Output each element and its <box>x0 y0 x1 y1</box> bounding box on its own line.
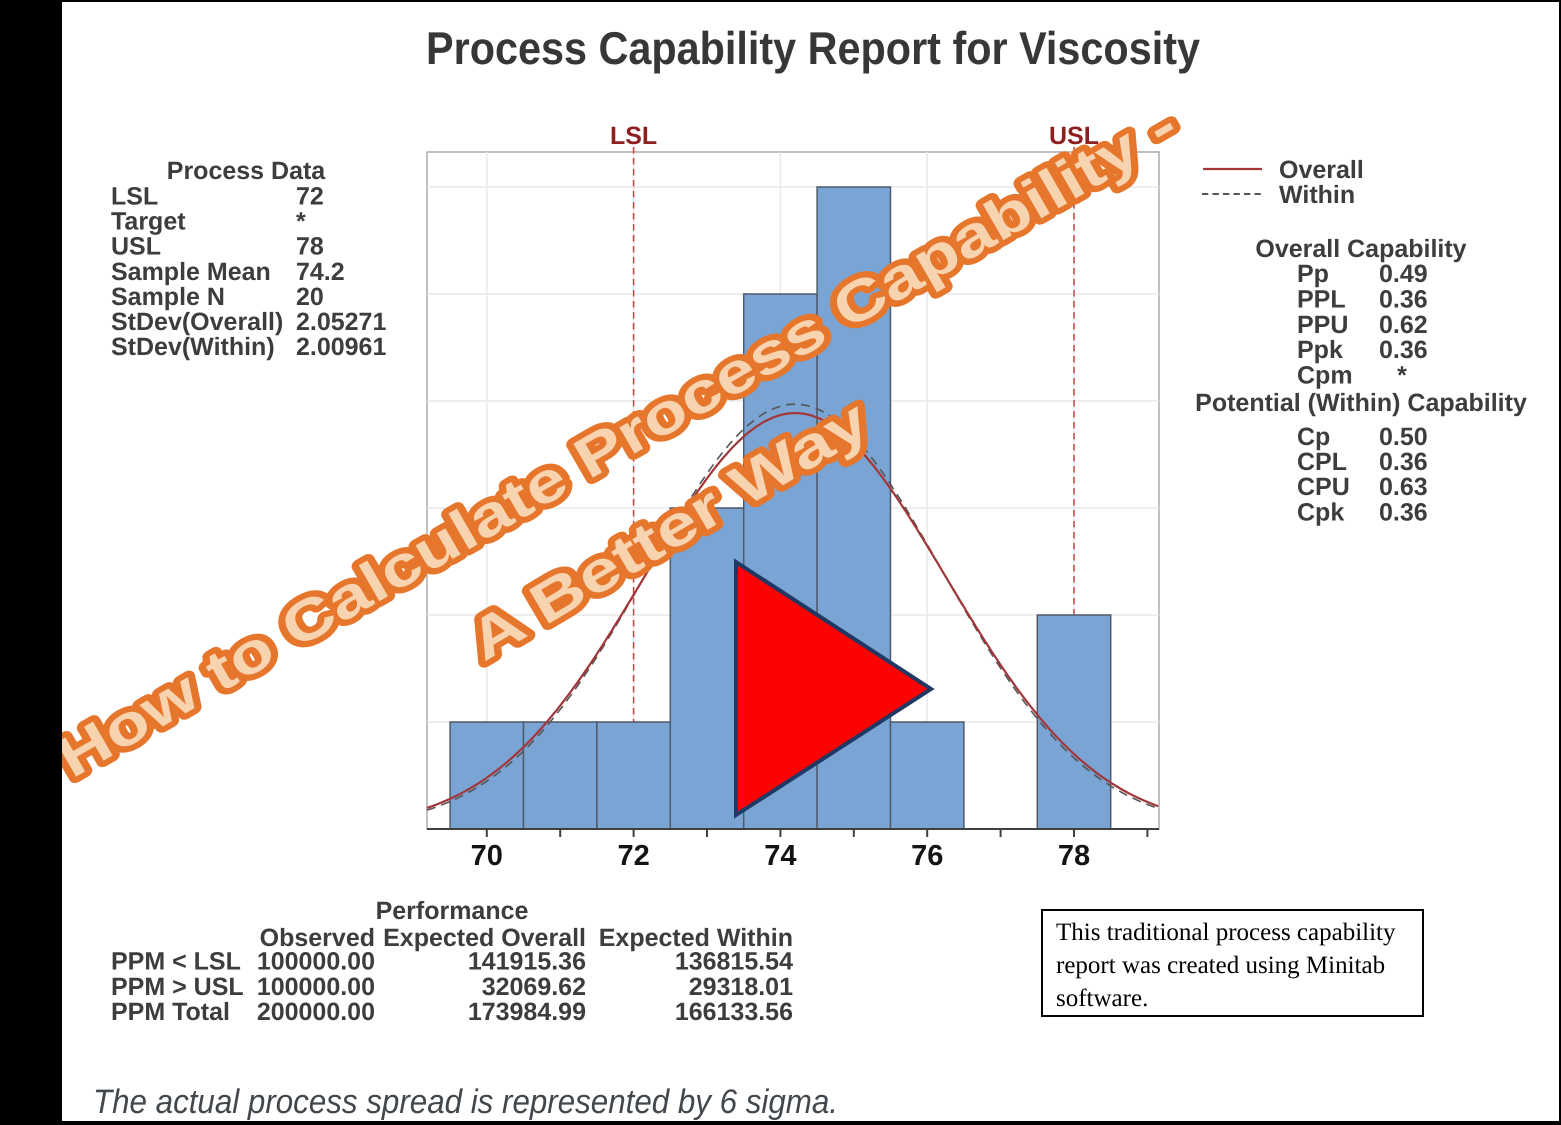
svg-text:72: 72 <box>617 840 649 872</box>
svg-text:CPL: CPL <box>1297 448 1347 476</box>
svg-text:74: 74 <box>764 840 796 872</box>
svg-text:StDev(Overall): StDev(Overall) <box>111 308 283 336</box>
svg-text:USL: USL <box>111 233 161 261</box>
svg-text:Expected Within: Expected Within <box>599 924 793 952</box>
svg-text:Within: Within <box>1279 181 1355 209</box>
svg-text:0.36: 0.36 <box>1379 448 1428 476</box>
svg-text:173984.99: 173984.99 <box>468 998 586 1026</box>
svg-text:76: 76 <box>911 840 943 872</box>
svg-text:136815.54: 136815.54 <box>675 948 793 976</box>
svg-text:Cp: Cp <box>1297 423 1330 451</box>
svg-text:Sample N: Sample N <box>111 283 225 311</box>
svg-text:Sample Mean: Sample Mean <box>111 258 271 286</box>
svg-text:Ppk: Ppk <box>1297 336 1343 364</box>
svg-text:PPU: PPU <box>1297 311 1348 339</box>
svg-text:78: 78 <box>296 233 324 261</box>
svg-text:Cpm: Cpm <box>1297 362 1353 390</box>
svg-text:CPU: CPU <box>1297 473 1350 501</box>
svg-text:78: 78 <box>1058 840 1090 872</box>
svg-text:20: 20 <box>296 283 324 311</box>
svg-text:LSL: LSL <box>111 183 158 211</box>
svg-text:Overall: Overall <box>1279 156 1364 184</box>
svg-text:0.63: 0.63 <box>1379 473 1428 501</box>
svg-text:0.36: 0.36 <box>1379 498 1428 526</box>
svg-text:Observed: Observed <box>260 924 375 952</box>
svg-text:32069.62: 32069.62 <box>482 973 586 1001</box>
svg-text:software.: software. <box>1056 985 1148 1012</box>
svg-text:29318.01: 29318.01 <box>689 973 793 1001</box>
svg-text:166133.56: 166133.56 <box>675 998 793 1026</box>
svg-text:0.49: 0.49 <box>1379 260 1428 288</box>
svg-text:0.36: 0.36 <box>1379 336 1428 364</box>
svg-text:Process Data: Process Data <box>167 157 327 185</box>
svg-text:0.50: 0.50 <box>1379 423 1428 451</box>
svg-text:report was created using Minit: report was created using Minitab <box>1056 952 1385 979</box>
svg-text:141915.36: 141915.36 <box>468 948 586 976</box>
svg-text:100000.00: 100000.00 <box>257 948 375 976</box>
svg-text:Expected Overall: Expected Overall <box>383 924 586 952</box>
svg-text:PPM > USL: PPM > USL <box>111 973 244 1001</box>
svg-text:The actual process spread is r: The actual process spread is represented… <box>93 1083 838 1121</box>
svg-text:This traditional process capab: This traditional process capability <box>1056 919 1396 946</box>
svg-text:0.36: 0.36 <box>1379 285 1428 313</box>
svg-text:Performance: Performance <box>376 897 529 925</box>
svg-text:Potential (Within) Capability: Potential (Within) Capability <box>1195 389 1527 417</box>
svg-text:72: 72 <box>296 183 324 211</box>
svg-text:Pp: Pp <box>1297 260 1329 288</box>
svg-text:*: * <box>296 208 306 236</box>
svg-text:2.05271: 2.05271 <box>296 308 386 336</box>
svg-text:PPM Total: PPM Total <box>111 998 230 1026</box>
svg-text:74.2: 74.2 <box>296 258 345 286</box>
svg-text:0.62: 0.62 <box>1379 311 1428 339</box>
svg-text:70: 70 <box>471 840 503 872</box>
svg-text:*: * <box>1397 362 1407 390</box>
svg-text:PPM < LSL: PPM < LSL <box>111 948 241 976</box>
svg-text:Target: Target <box>111 208 186 236</box>
svg-text:Cpk: Cpk <box>1297 498 1344 526</box>
svg-text:2.00961: 2.00961 <box>296 333 386 361</box>
svg-text:PPL: PPL <box>1297 285 1346 313</box>
svg-text:USL: USL <box>1049 122 1099 150</box>
svg-text:Process Capability Report for: Process Capability Report for Viscosity <box>426 22 1200 74</box>
svg-text:StDev(Within): StDev(Within) <box>111 333 275 361</box>
svg-text:LSL: LSL <box>610 122 657 150</box>
svg-text:100000.00: 100000.00 <box>257 973 375 1001</box>
svg-text:Overall Capability: Overall Capability <box>1255 235 1466 263</box>
svg-text:200000.00: 200000.00 <box>257 998 375 1026</box>
